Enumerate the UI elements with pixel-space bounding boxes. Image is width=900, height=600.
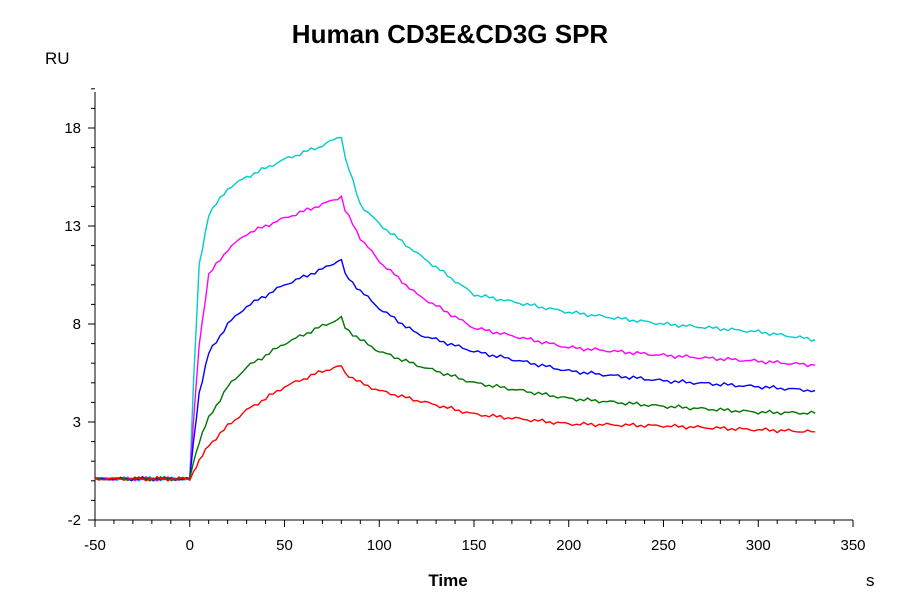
x-tick-label: 150 — [461, 537, 486, 554]
series-line-4 — [94, 315, 816, 482]
chart-title: Human CD3E&CD3G SPR — [292, 19, 609, 49]
x-tick-label: 300 — [746, 537, 771, 554]
series-line-3 — [94, 258, 816, 482]
series-line-2 — [94, 195, 816, 482]
x-tick-label: 350 — [840, 537, 865, 554]
x-axis-unit: s — [866, 571, 875, 590]
x-tick-label: 200 — [556, 537, 581, 554]
series-line-5 — [94, 365, 816, 482]
x-axis-label: Time — [428, 571, 467, 590]
x-tick-label: -50 — [84, 537, 106, 554]
y-tick-label: 3 — [73, 414, 81, 431]
x-tick-label: 50 — [276, 537, 293, 554]
series-line-1 — [94, 136, 816, 482]
y-tick-label: -2 — [68, 512, 81, 529]
series-lines — [94, 136, 816, 482]
x-tick-label: 100 — [367, 537, 392, 554]
y-tick-label: 8 — [73, 316, 81, 333]
y-tick-label: 18 — [64, 120, 81, 137]
axes: -50 0 50 100 150 200 250 300 350 -2 3 8 13 18 — [64, 88, 866, 554]
x-tick-label: 0 — [186, 537, 194, 554]
y-tick-label: 13 — [64, 218, 81, 235]
y-axis-label: RU — [45, 49, 70, 68]
x-tick-label: 250 — [651, 537, 676, 554]
